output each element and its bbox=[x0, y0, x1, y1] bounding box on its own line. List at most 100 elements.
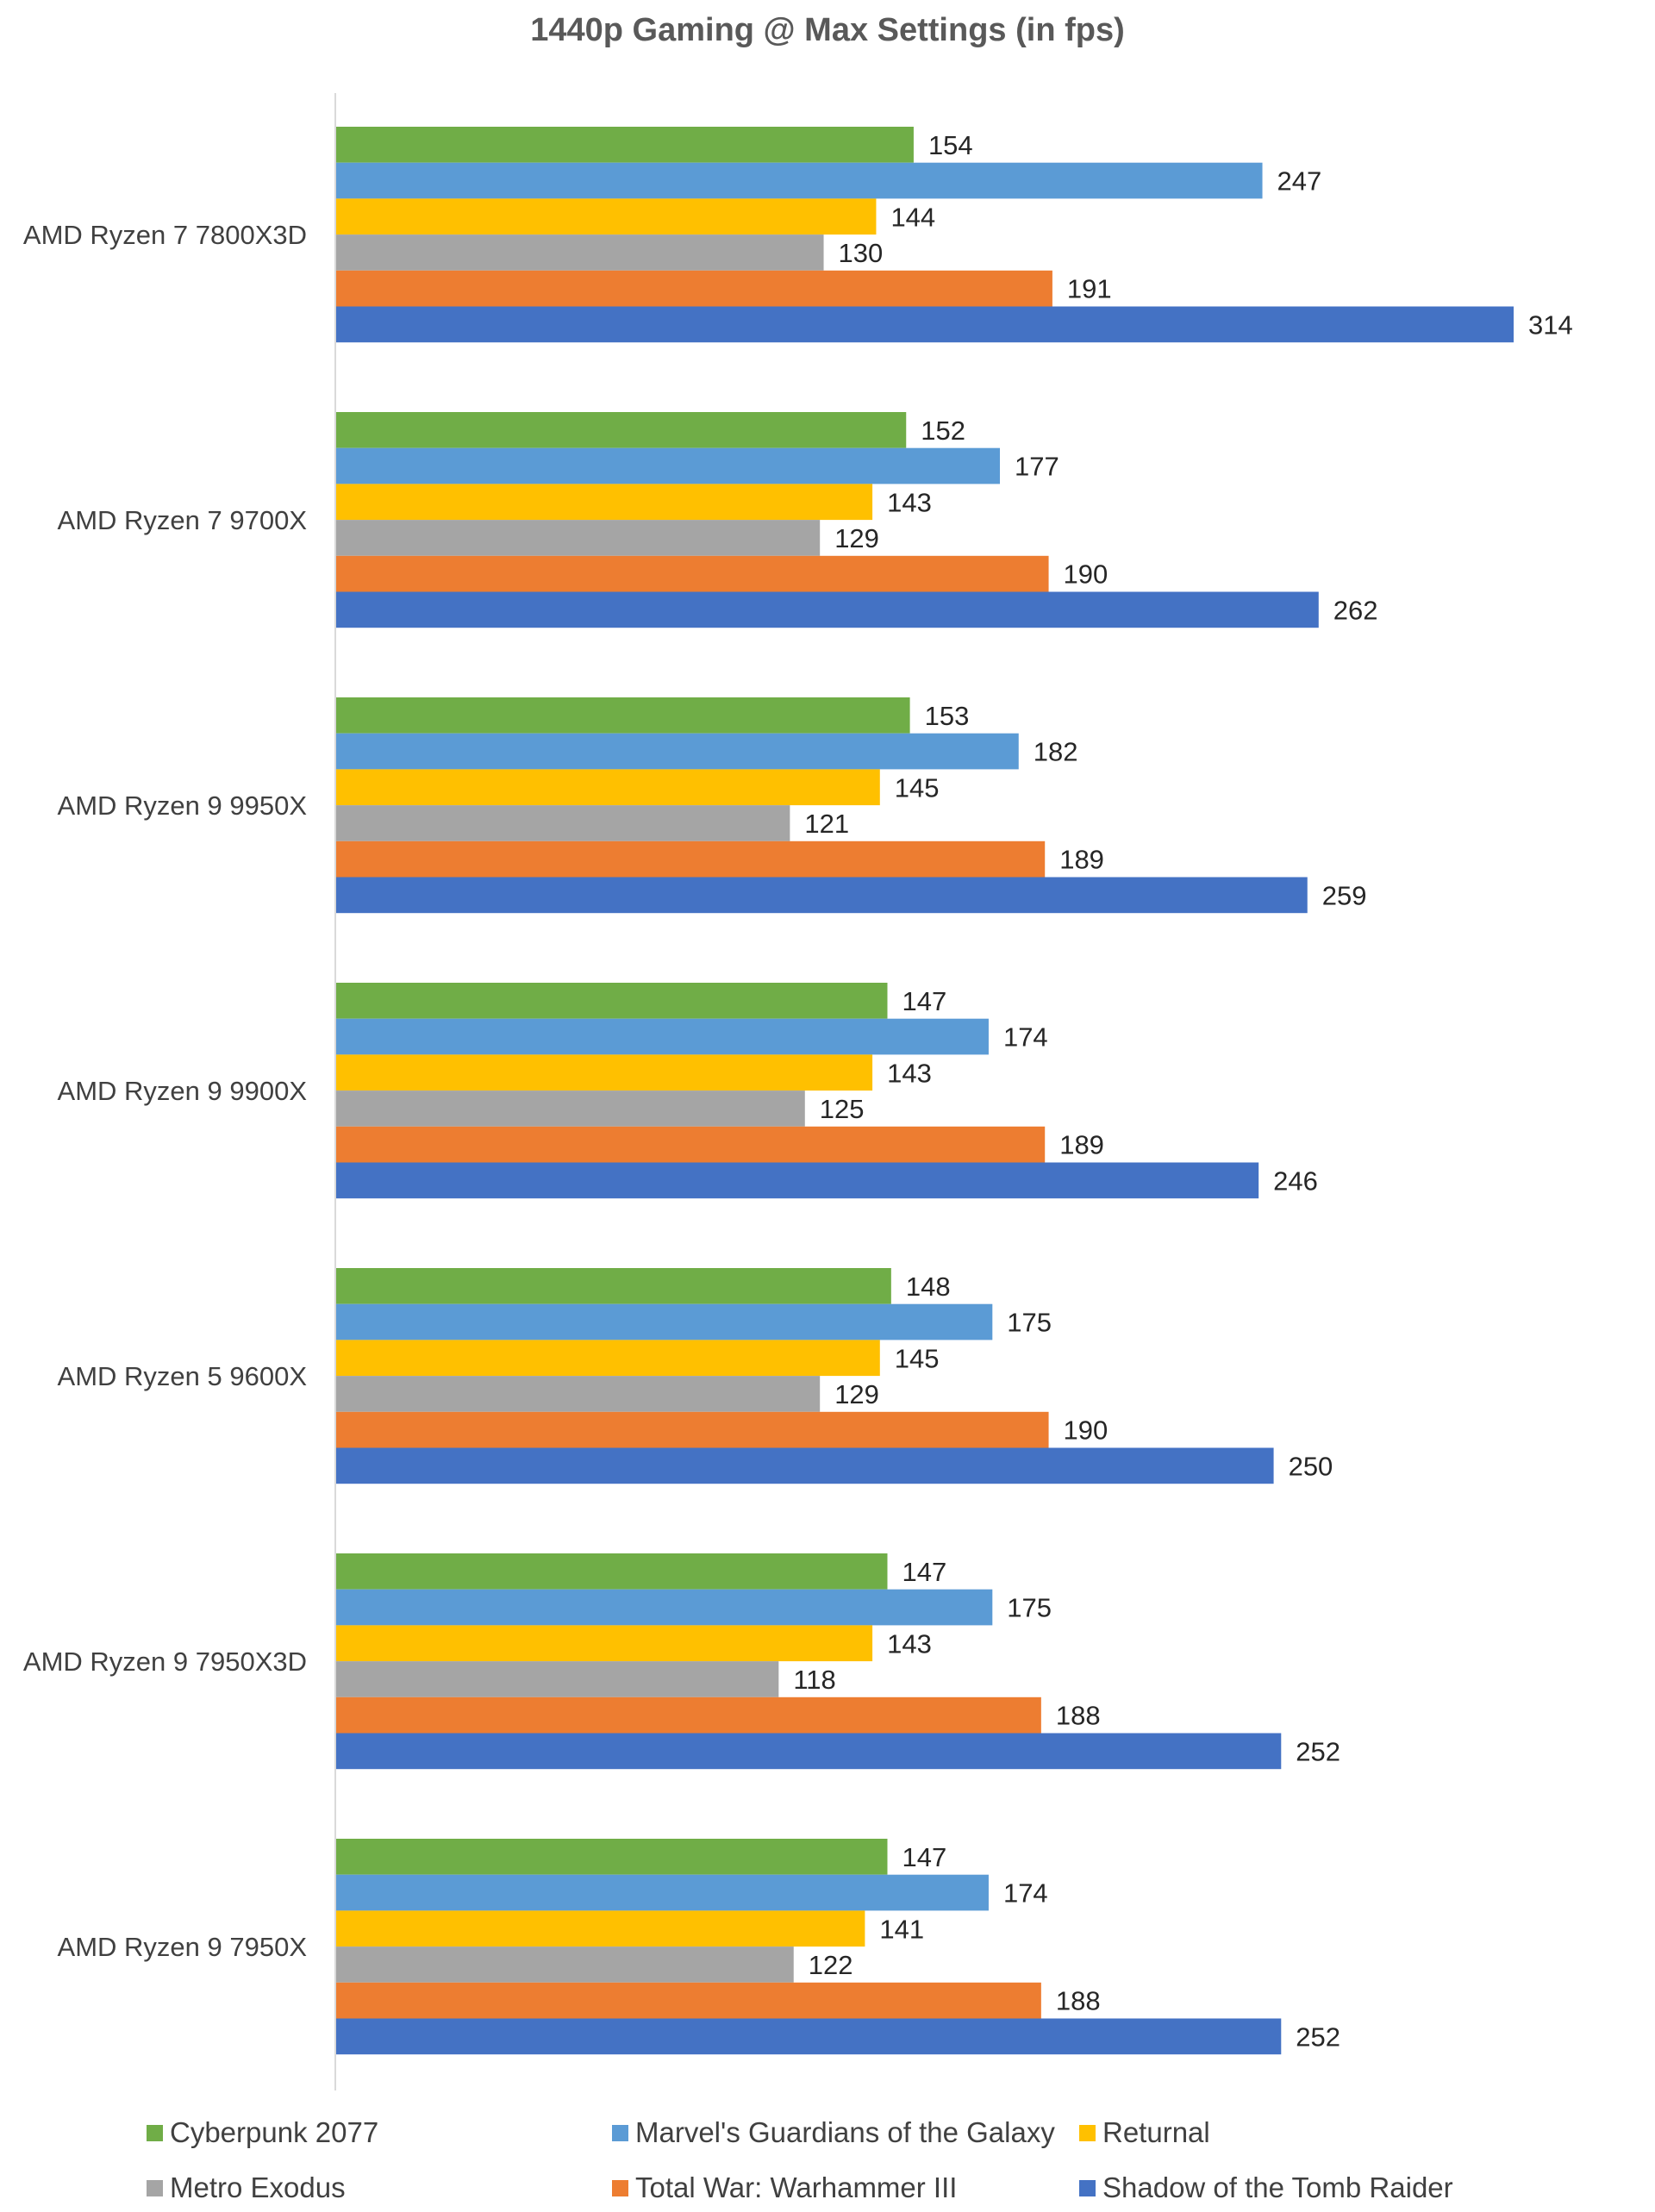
data-label: 191 bbox=[1067, 274, 1112, 304]
data-label: 143 bbox=[887, 1058, 932, 1088]
legend-item: Cyberpunk 2077 bbox=[147, 2116, 378, 2149]
bar bbox=[336, 733, 1019, 770]
legend-item: Shadow of the Tomb Raider bbox=[1079, 2171, 1453, 2204]
data-label: 144 bbox=[890, 202, 935, 232]
legend-label: Metro Exodus bbox=[170, 2171, 346, 2203]
bar bbox=[336, 198, 877, 235]
data-label: 247 bbox=[1277, 166, 1322, 197]
data-label: 147 bbox=[902, 1557, 946, 1587]
category-label: AMD Ryzen 5 9600X bbox=[58, 1361, 308, 1391]
bar bbox=[336, 877, 1308, 914]
bar bbox=[336, 520, 821, 556]
data-label: 154 bbox=[928, 130, 973, 160]
data-label: 141 bbox=[879, 1914, 924, 1944]
bar bbox=[336, 769, 880, 806]
category-label: AMD Ryzen 7 7800X3D bbox=[23, 220, 307, 250]
legend-item: Total War: Warhammer III bbox=[612, 2171, 957, 2204]
data-label: 153 bbox=[925, 701, 970, 731]
bar bbox=[336, 1340, 880, 1377]
data-label: 130 bbox=[839, 238, 884, 268]
bar bbox=[336, 840, 1046, 878]
bar bbox=[336, 270, 1052, 307]
bar bbox=[336, 697, 910, 734]
bar bbox=[336, 1839, 888, 1875]
legend-swatch-icon bbox=[1079, 2124, 1096, 2141]
legend-swatch-icon bbox=[147, 2179, 163, 2196]
data-label: 189 bbox=[1059, 1130, 1104, 1160]
legend-swatch-icon bbox=[1079, 2179, 1096, 2196]
legend-label: Cyberpunk 2077 bbox=[170, 2116, 379, 2148]
bar bbox=[336, 555, 1049, 592]
data-label: 188 bbox=[1056, 1701, 1101, 1731]
bar bbox=[336, 983, 888, 1019]
data-label: 125 bbox=[820, 1094, 865, 1124]
data-label: 145 bbox=[895, 1343, 940, 1373]
data-label: 129 bbox=[834, 523, 879, 553]
bar bbox=[336, 1268, 891, 1304]
data-label: 122 bbox=[809, 1950, 853, 1980]
bar bbox=[336, 162, 1263, 199]
bar bbox=[336, 1303, 993, 1340]
bar bbox=[336, 127, 914, 163]
data-label: 190 bbox=[1064, 1415, 1109, 1446]
data-label: 314 bbox=[1528, 309, 1573, 340]
bar bbox=[336, 1589, 993, 1626]
bar bbox=[336, 1696, 1041, 1734]
bar bbox=[336, 1946, 794, 1983]
data-label: 246 bbox=[1273, 1165, 1318, 1196]
data-label: 182 bbox=[1034, 737, 1078, 767]
bar bbox=[336, 1090, 805, 1127]
category-label: AMD Ryzen 7 9700X bbox=[58, 505, 308, 535]
data-label: 188 bbox=[1056, 1986, 1101, 2016]
data-label: 174 bbox=[1003, 1022, 1048, 1053]
data-label: 129 bbox=[834, 1379, 879, 1409]
legend-item: Returnal bbox=[1079, 2116, 1210, 2149]
bar bbox=[336, 1411, 1049, 1448]
bar bbox=[336, 2018, 1282, 2055]
data-label: 189 bbox=[1059, 845, 1104, 875]
bar bbox=[336, 1162, 1259, 1199]
data-label: 147 bbox=[902, 986, 946, 1016]
data-label: 143 bbox=[887, 487, 932, 517]
data-label: 177 bbox=[1015, 452, 1059, 482]
data-label: 147 bbox=[902, 1842, 946, 1872]
bar bbox=[336, 1733, 1282, 1770]
legend-item: Marvel's Guardians of the Galaxy bbox=[612, 2116, 1055, 2149]
legend-swatch-icon bbox=[612, 2124, 628, 2141]
data-label: 143 bbox=[887, 1628, 932, 1659]
data-label: 250 bbox=[1289, 1451, 1333, 1481]
legend-swatch-icon bbox=[147, 2124, 163, 2141]
bar bbox=[336, 591, 1319, 628]
data-label: 190 bbox=[1064, 559, 1109, 590]
bar bbox=[336, 306, 1514, 343]
data-label: 174 bbox=[1003, 1878, 1048, 1909]
legend-label: Total War: Warhammer III bbox=[635, 2171, 958, 2203]
category-label: AMD Ryzen 9 9950X bbox=[58, 790, 308, 821]
data-label: 252 bbox=[1296, 1736, 1340, 1766]
legend-label: Returnal bbox=[1102, 2116, 1210, 2148]
bar bbox=[336, 1982, 1041, 2019]
bar bbox=[336, 1376, 821, 1412]
legend-item: Metro Exodus bbox=[147, 2171, 346, 2204]
data-label: 118 bbox=[793, 1665, 835, 1695]
data-label: 152 bbox=[921, 416, 965, 446]
legend-swatch-icon bbox=[612, 2179, 628, 2196]
bar bbox=[336, 1910, 865, 1947]
bar bbox=[336, 1661, 779, 1697]
bar bbox=[336, 1874, 989, 1911]
category-label: AMD Ryzen 9 7950X3D bbox=[23, 1647, 307, 1677]
bar bbox=[336, 1625, 873, 1662]
bar bbox=[336, 1447, 1274, 1484]
category-label: AMD Ryzen 9 7950X bbox=[58, 1932, 308, 1962]
bar bbox=[336, 1054, 873, 1091]
data-label: 121 bbox=[804, 809, 849, 839]
chart-title: 1440p Gaming @ Max Settings (in fps) bbox=[530, 12, 1125, 48]
bar bbox=[336, 1553, 888, 1590]
data-label: 175 bbox=[1007, 1308, 1052, 1338]
legend-label: Marvel's Guardians of the Galaxy bbox=[635, 2116, 1055, 2148]
data-label: 148 bbox=[906, 1272, 951, 1302]
data-label: 262 bbox=[1333, 595, 1378, 625]
bar bbox=[336, 234, 824, 271]
data-label: 175 bbox=[1007, 1593, 1052, 1623]
